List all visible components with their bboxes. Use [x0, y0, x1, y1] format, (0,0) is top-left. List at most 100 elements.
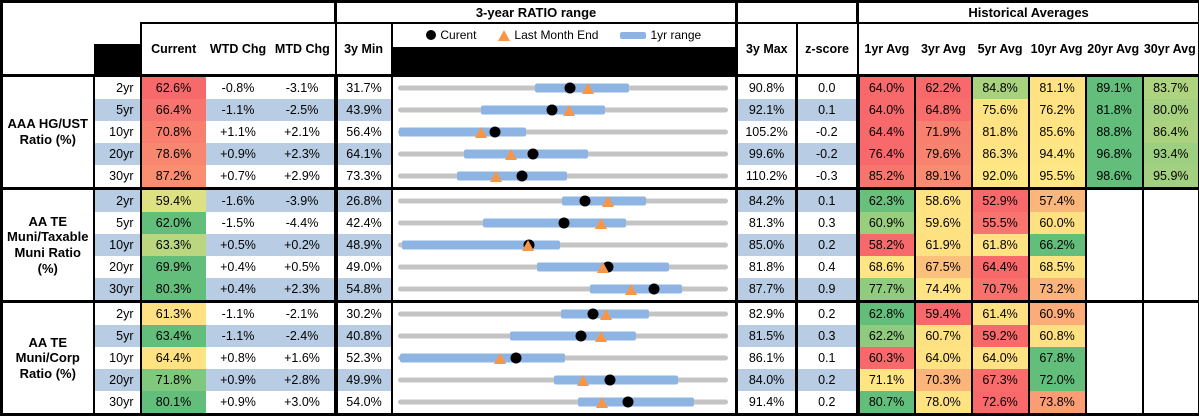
header-spacer: [737, 2, 858, 23]
avg-cell-10yr: 68.5%: [1029, 256, 1086, 278]
avg-cell-30yr: [1143, 212, 1199, 234]
tenor-cell: 30yr: [94, 278, 141, 302]
avg-column-header-30yr: 30yr Avg: [1142, 42, 1199, 56]
chart-legend-cell: Curent Last Month End 1yr range: [392, 23, 737, 76]
avg-cell-20yr: 96.8%: [1086, 143, 1143, 165]
1yr-range-bar: [554, 376, 678, 385]
range-chart-cell: [392, 347, 737, 369]
range-chart-cell: [392, 302, 737, 326]
wtd-chg-cell: -1.1%: [206, 99, 271, 121]
3y-min-cell: 49.0%: [336, 256, 392, 278]
current-value-cell: 62.6%: [141, 76, 206, 100]
last-month-end-marker-icon: [625, 284, 637, 295]
avg-cell-5yr: 81.8%: [972, 121, 1029, 143]
avg-cell-10yr: 60.0%: [1029, 212, 1086, 234]
avg-cell-3yr: 67.5%: [915, 256, 972, 278]
avg-column-header-10yr: 10yr Avg: [1028, 42, 1085, 56]
wtd-chg-cell: +0.8%: [206, 347, 271, 369]
row-group-label: AA TE Muni/Taxable Muni Ratio (%): [2, 189, 94, 302]
mtd-chg-cell: +2.8%: [271, 369, 336, 391]
row-group-label: AA TE Muni/Corp Ratio (%): [2, 302, 94, 415]
current-value-cell: 62.0%: [141, 212, 206, 234]
wtd-chg-cell: -1.1%: [206, 325, 271, 347]
avg-cell-3yr: 78.0%: [915, 391, 972, 415]
avg-cell-20yr: [1086, 234, 1143, 256]
3y-min-cell: 42.4%: [336, 212, 392, 234]
z-score-cell: 0.2: [797, 234, 858, 256]
current-marker-icon: [623, 397, 634, 408]
avg-cell-30yr: 95.9%: [1143, 165, 1199, 189]
tenor-cell: 5yr: [94, 99, 141, 121]
range-chart-cell: [392, 234, 737, 256]
range-chart-cell: [392, 189, 737, 213]
avg-cell-20yr: [1086, 278, 1143, 302]
avg-cell-10yr: 60.9%: [1029, 302, 1086, 326]
row-group-label: AAA HG/UST Ratio (%): [2, 76, 94, 189]
historical-averages-title: Historical Averages: [858, 2, 1199, 23]
z-score-cell: 0.1: [797, 189, 858, 213]
avg-cell-20yr: [1086, 189, 1143, 213]
current-marker-icon: [527, 149, 538, 160]
3y-min-cell: 52.3%: [336, 347, 392, 369]
current-marker-icon: [565, 83, 576, 94]
tenor-cell: 20yr: [94, 369, 141, 391]
3y-min-cell: 54.8%: [336, 278, 392, 302]
avg-cell-1yr: 60.9%: [858, 212, 915, 234]
avg-cell-5yr: 86.3%: [972, 143, 1029, 165]
1yr-range-bar: [399, 128, 526, 137]
avg-cell-10yr: 60.8%: [1029, 325, 1086, 347]
avg-cell-10yr: 76.2%: [1029, 99, 1086, 121]
3y-max-cell: 85.0%: [737, 234, 797, 256]
avg-cell-3yr: 58.6%: [915, 189, 972, 213]
avg-cell-5yr: 64.0%: [972, 347, 1029, 369]
current-value-cell: 80.3%: [141, 278, 206, 302]
avg-cell-1yr: 76.4%: [858, 143, 915, 165]
3y-min-cell: 31.7%: [336, 76, 392, 100]
wtd-chg-cell: +0.7%: [206, 165, 271, 189]
avg-cell-30yr: [1143, 189, 1199, 213]
current-value-cell: 87.2%: [141, 165, 206, 189]
avg-cell-30yr: [1143, 256, 1199, 278]
wtd-chg-cell: +0.9%: [206, 143, 271, 165]
range-plot: [398, 278, 729, 300]
range-chart-cell: [392, 121, 737, 143]
range-plot: [398, 143, 729, 165]
current-value-cell: 64.4%: [141, 347, 206, 369]
avg-cell-1yr: 71.1%: [858, 369, 915, 391]
avg-cell-1yr: 60.3%: [858, 347, 915, 369]
z-score-cell: -0.2: [797, 143, 858, 165]
avg-cell-5yr: 72.6%: [972, 391, 1029, 415]
range-chart-cell: [392, 256, 737, 278]
range-plot: [398, 303, 729, 325]
current-value-cell: 63.3%: [141, 234, 206, 256]
range-plot: [398, 77, 729, 99]
z-score-cell: 0.1: [797, 347, 858, 369]
3y-min-cell: 26.8%: [336, 189, 392, 213]
current-value-cell: 71.8%: [141, 369, 206, 391]
current-value-cell: 80.1%: [141, 391, 206, 415]
avg-cell-20yr: [1086, 212, 1143, 234]
current-marker-icon: [587, 309, 598, 320]
1yr-range-bar: [400, 354, 564, 363]
avg-cell-30yr: [1143, 234, 1199, 256]
avg-cell-20yr: [1086, 325, 1143, 347]
z-score-cell: -0.3: [797, 165, 858, 189]
avg-cell-1yr: 64.4%: [858, 121, 915, 143]
avg-cell-5yr: 75.6%: [972, 99, 1029, 121]
legend-last-month-label: Last Month End: [514, 28, 598, 42]
avg-cell-3yr: 62.2%: [915, 76, 972, 100]
avg-cell-20yr: [1086, 369, 1143, 391]
avg-cell-10yr: 73.8%: [1029, 391, 1086, 415]
current-marker-icon: [490, 127, 501, 138]
black-corner-cell: [94, 23, 141, 76]
3y-max-cell: 81.3%: [737, 212, 797, 234]
avg-cell-3yr: 59.6%: [915, 212, 972, 234]
